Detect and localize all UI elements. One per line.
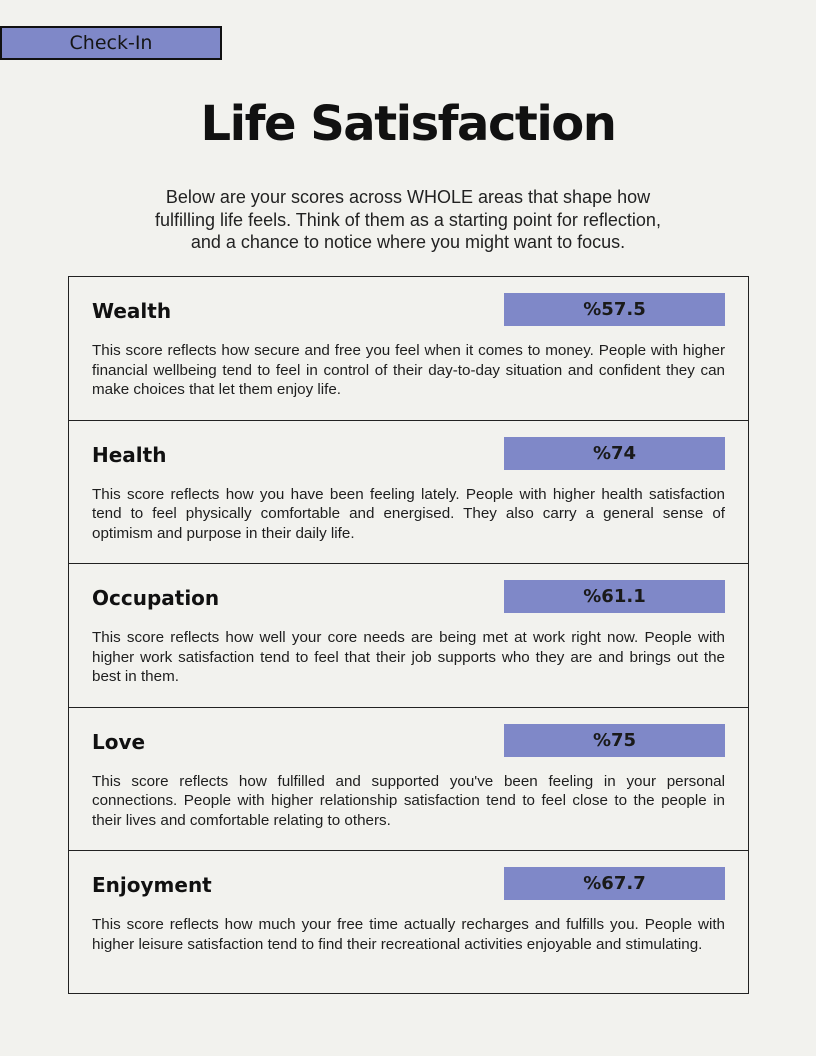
check-in-label: Check-In (69, 32, 153, 54)
section-health: Health %74 This score reflects how you h… (68, 419, 749, 563)
section-title: Wealth (92, 299, 172, 323)
section-description: This score reflects how you have been fe… (92, 485, 725, 542)
section-enjoyment: Enjoyment %67.7 This score reflects how … (68, 850, 749, 994)
check-in-tag: Check-In (0, 26, 222, 60)
section-description: This score reflects how much your free t… (92, 916, 725, 953)
section-description: This score reflects how secure and free … (92, 342, 725, 398)
section-occupation: Occupation %61.1 This score reflects how… (68, 563, 749, 707)
page-title: Life Satisfaction (200, 96, 617, 152)
score-sections: Wealth %57.5 This score reflects how sec… (68, 276, 749, 994)
section-wealth: Wealth %57.5 This score reflects how sec… (68, 276, 749, 420)
intro-text: Below are your scores across WHOLE areas… (155, 187, 661, 252)
section-love: Love %75 This score reflects how fulfill… (68, 706, 749, 850)
score-badge: %75 (504, 723, 725, 757)
section-description: This score reflects how well your core n… (92, 629, 725, 685)
score-badge: %67.7 (504, 867, 725, 900)
section-title: Occupation (92, 586, 220, 610)
section-title: Health (92, 442, 167, 467)
section-title: Love (92, 729, 146, 754)
section-description: This score reflects how fulfilled and su… (92, 772, 725, 829)
score-badge: %61.1 (504, 580, 725, 613)
section-title: Enjoyment (92, 873, 212, 897)
score-badge: %74 (504, 436, 725, 470)
score-badge: %57.5 (504, 293, 725, 326)
